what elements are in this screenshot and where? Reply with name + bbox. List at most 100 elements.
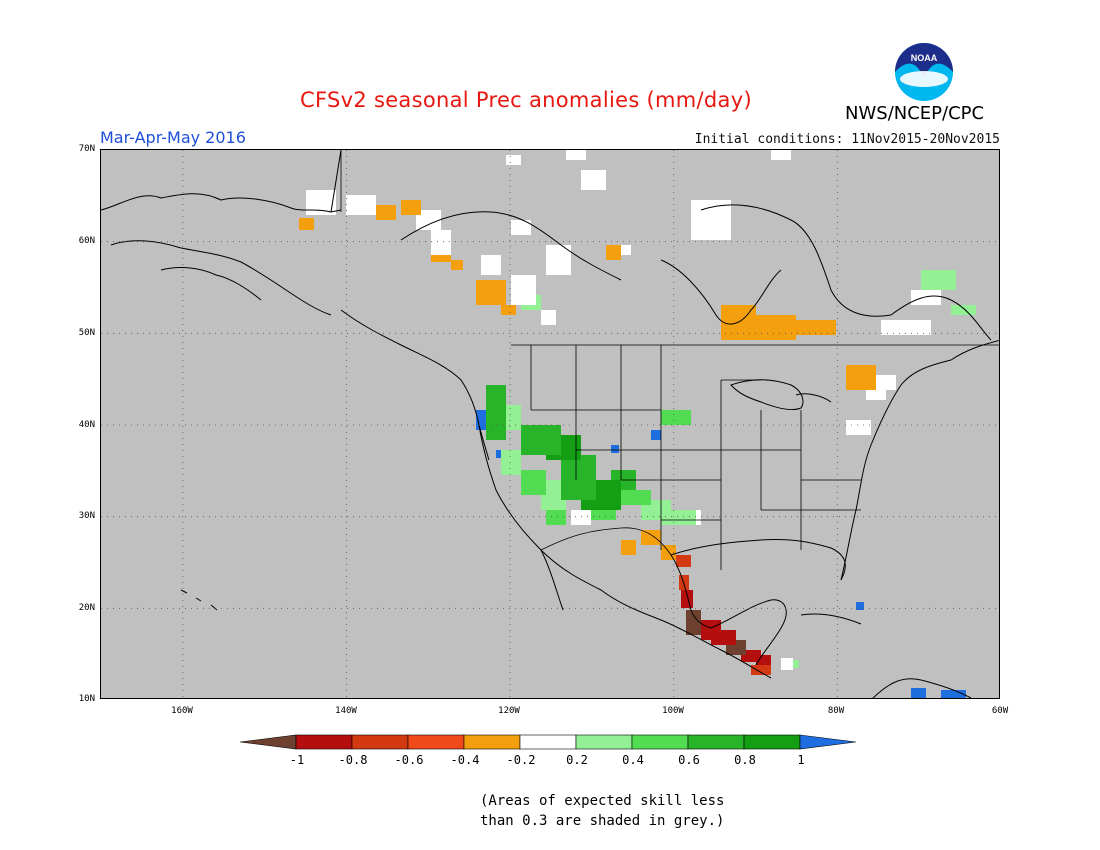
colorbar-segment: [351, 734, 409, 750]
colorbar-segment: [687, 734, 745, 750]
anomaly-cell: [346, 195, 376, 215]
anomaly-cell: [621, 245, 631, 255]
colorbar-label: -0.8: [338, 753, 368, 767]
lon-label-60w: 60W: [991, 706, 1009, 716]
anomaly-cell: [911, 688, 926, 698]
lat-label-70n: 70N: [78, 144, 95, 154]
coastlines: [101, 150, 999, 698]
lat-label-50n: 50N: [78, 328, 95, 338]
anomaly-cell: [621, 540, 636, 555]
anomaly-cell: [521, 425, 561, 455]
lat-label-10n: 10N: [78, 694, 95, 704]
precip-anomaly-map: [100, 149, 1000, 699]
anomaly-cell: [691, 200, 731, 240]
anomaly-cell: [651, 430, 661, 440]
colorbar-arrow-high: [799, 734, 857, 750]
colorbar-label: -1: [289, 753, 305, 767]
anomaly-cell: [676, 555, 691, 567]
season-label: Mar-Apr-May 2016: [100, 128, 246, 147]
anomaly-cell: [846, 365, 876, 390]
anomaly-cell: [701, 620, 721, 640]
anomaly-cell: [846, 420, 871, 435]
anomaly-cell: [606, 245, 621, 260]
colorbar-segment: [743, 734, 801, 750]
lon-label-100w: 100W: [662, 706, 684, 716]
anomaly-cell: [501, 450, 521, 475]
anomaly-cell: [911, 290, 941, 305]
anomaly-cell: [571, 510, 591, 525]
anomaly-cell: [431, 230, 451, 255]
anomaly-cell: [771, 150, 791, 160]
anomaly-cell: [476, 280, 506, 305]
noaa-logo: NOAA: [893, 41, 955, 107]
anomaly-cell: [611, 445, 619, 453]
colorbar-segment: [407, 734, 465, 750]
anomaly-cell: [416, 210, 441, 230]
anomaly-cell: [951, 305, 976, 315]
colorbar-segment: [463, 734, 521, 750]
country-state-borders: [340, 150, 999, 570]
anomaly-cell: [751, 665, 771, 675]
skill-note-line-1: (Areas of expected skill less: [480, 793, 725, 809]
anomaly-cell: [299, 218, 314, 230]
anomaly-cell: [791, 660, 799, 668]
anomaly-cell: [621, 490, 651, 505]
anomaly-cell: [376, 205, 396, 220]
anomaly-cell: [486, 385, 506, 440]
anomaly-cell: [881, 320, 931, 335]
anomaly-cell: [641, 530, 661, 545]
agency-label: NWS/NCEP/CPC: [845, 103, 985, 124]
colorbar-label: 0.6: [678, 753, 700, 767]
anomaly-cell: [681, 590, 693, 608]
anomaly-cell: [511, 275, 536, 305]
anomaly-cell: [941, 690, 966, 698]
graticule: [101, 150, 999, 698]
lon-label-160w: 160W: [171, 706, 193, 716]
colorbar-segment: [295, 734, 353, 750]
lon-label-120w: 120W: [498, 706, 520, 716]
colorbar-arrow-low: [240, 734, 297, 750]
anomaly-cell: [541, 310, 556, 325]
anomaly-cell: [781, 658, 793, 670]
anomaly-cell: [496, 450, 504, 458]
anomaly-cell: [476, 410, 486, 430]
lat-label-30n: 30N: [78, 511, 95, 521]
map-title: CFSv2 seasonal Prec anomalies (mm/day): [300, 88, 752, 112]
anomaly-cell: [756, 315, 796, 340]
colorbar-label: -0.4: [450, 753, 480, 767]
anomaly-cell: [921, 270, 956, 290]
anomaly-cell: [481, 255, 501, 275]
lat-label-40n: 40N: [78, 420, 95, 430]
colorbar-label: 0.4: [622, 753, 644, 767]
initial-conditions-label: Initial conditions: 11Nov2015-20Nov2015: [694, 132, 1000, 147]
anomaly-cell: [566, 150, 586, 160]
colorbar-label: 1: [797, 753, 805, 767]
noaa-logo-text: NOAA: [911, 53, 938, 63]
colorbar-label: 0.8: [734, 753, 756, 767]
lon-label-80w: 80W: [827, 706, 845, 716]
anomaly-cell: [501, 305, 516, 315]
anomaly-cell: [581, 170, 606, 190]
anomaly-cell: [511, 220, 531, 235]
anomaly-cell: [856, 602, 864, 610]
anomaly-cell: [521, 470, 546, 495]
lat-label-60n: 60N: [78, 236, 95, 246]
colorbar: [240, 734, 857, 750]
colorbar-label: -0.2: [506, 753, 536, 767]
anomaly-cell: [756, 655, 771, 665]
colorbar-segment: [631, 734, 689, 750]
map-canvas: [101, 150, 999, 698]
anomaly-cell: [451, 260, 463, 270]
colorbar-segment: [575, 734, 633, 750]
anomaly-cell: [561, 455, 596, 500]
lat-label-20n: 20N: [78, 603, 95, 613]
anomaly-cell: [401, 200, 421, 215]
anomaly-cell: [661, 410, 691, 425]
colorbar-label: -0.6: [394, 753, 424, 767]
anomaly-cell: [506, 155, 521, 165]
colorbar-label: 0.2: [566, 753, 588, 767]
skill-note-line-2: than 0.3 are shaded in grey.): [480, 813, 725, 829]
anomaly-cell: [546, 245, 571, 275]
lon-label-140w: 140W: [335, 706, 357, 716]
anomaly-cell: [791, 320, 836, 335]
